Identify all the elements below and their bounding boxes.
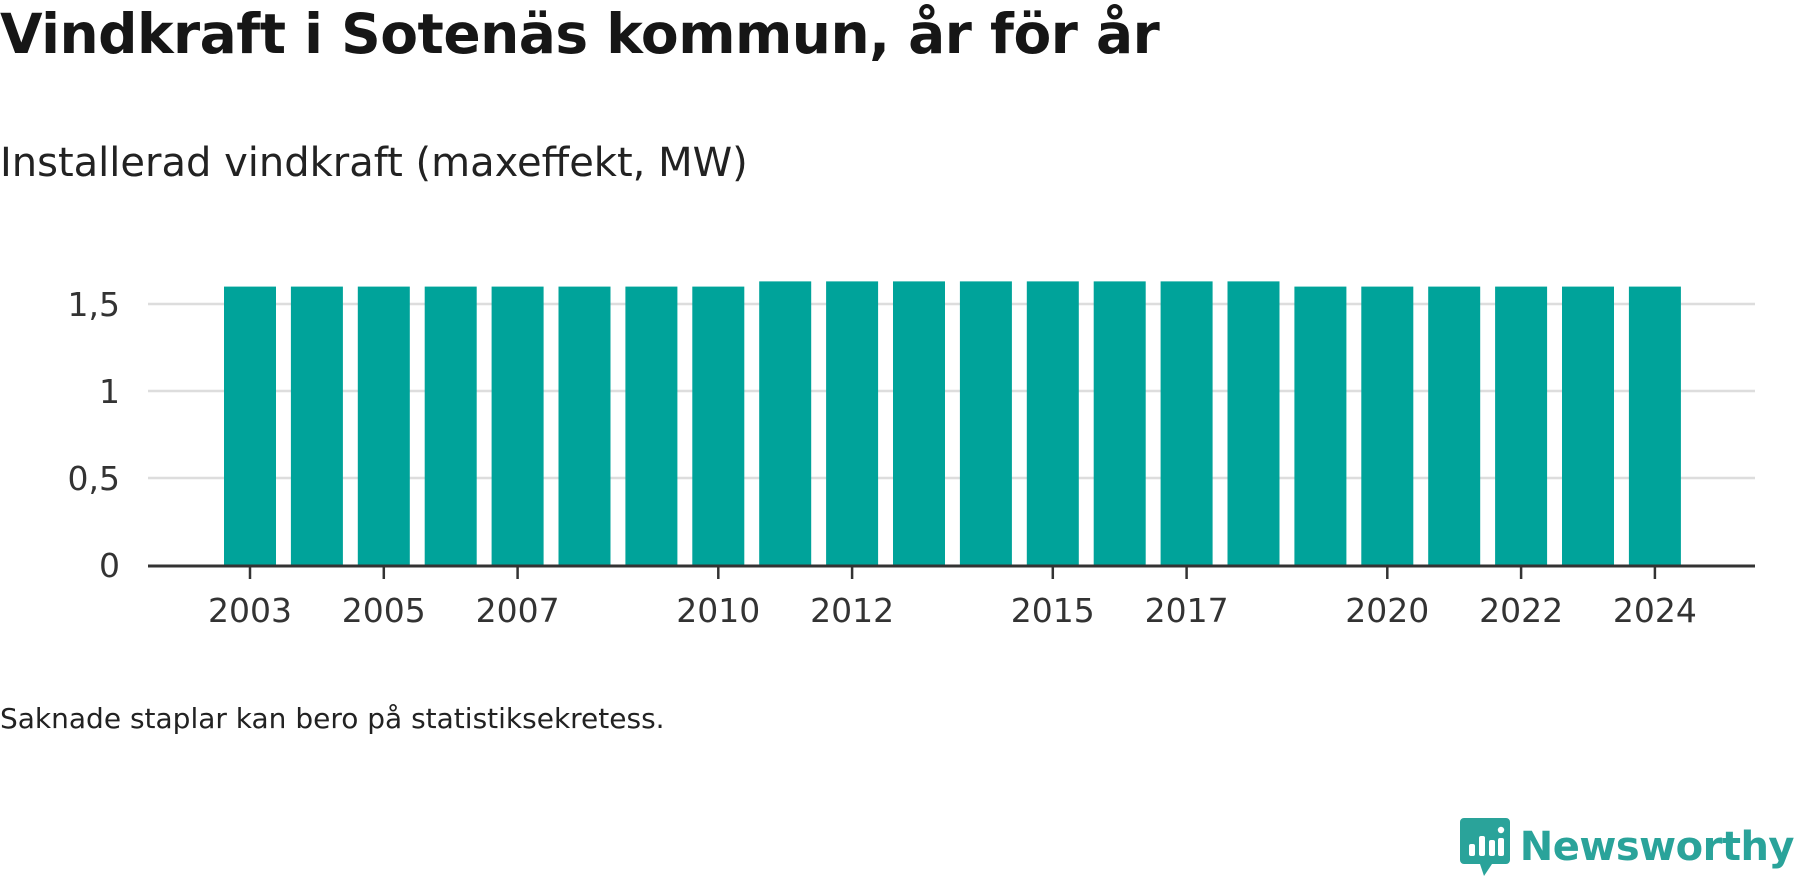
footnote: Saknade staplar kan bero på statistiksek…: [0, 702, 665, 735]
bar-chart: 2003 2005 2007 2010 2012 2015 2017 2020 2022 2024…: [68, 281, 1755, 630]
bar-2004[interactable]: [290, 286, 343, 565]
bar-2019[interactable]: [1294, 286, 1347, 565]
bar-2007[interactable]: [491, 286, 544, 565]
x-tick-label-2017: 2017: [1145, 591, 1229, 630]
bar-2017[interactable]: [1160, 281, 1213, 565]
chart-subtitle: Installerad vindkraft (maxeffekt, MW): [0, 140, 748, 186]
bar-2006[interactable]: [424, 286, 477, 565]
bar-2013[interactable]: [893, 281, 945, 565]
bar-2018[interactable]: [1227, 281, 1280, 565]
chart-title: Vindkraft i Sotenäs kommun, år för år: [0, 2, 1160, 66]
x-tick-label-2020: 2020: [1345, 591, 1429, 630]
x-tick-label-2005: 2005: [342, 591, 426, 630]
bars: [224, 281, 1681, 565]
bar-2021[interactable]: [1428, 286, 1481, 565]
x-tick-label-2003: 2003: [208, 591, 292, 630]
x-axis-ticks: 2003 2005 2007 2010 2012 2015 2017 2020 2022 2024: [208, 566, 1697, 630]
brand-name: Newsworthy: [1519, 824, 1795, 870]
bar-2005[interactable]: [357, 286, 410, 565]
bar-2020[interactable]: [1361, 286, 1414, 565]
bar-2015[interactable]: [1026, 281, 1079, 565]
brand-logo[interactable]: Newsworthy: [1459, 818, 1795, 876]
bar-2022[interactable]: [1495, 286, 1548, 565]
y-tick-label-2: 1: [99, 372, 120, 411]
bar-2008[interactable]: [558, 286, 611, 565]
speech-bubble-bar-chart-icon: [1459, 818, 1510, 876]
x-tick-label-2015: 2015: [1011, 591, 1095, 630]
y-tick-label-3: 1,5: [68, 285, 120, 324]
bar-2012[interactable]: [826, 281, 879, 565]
x-tick-label-2012: 2012: [810, 591, 894, 630]
bar-2024[interactable]: [1628, 286, 1681, 565]
y-tick-label-1: 0,5: [68, 459, 120, 498]
bar-2003[interactable]: [224, 286, 276, 565]
bar-2014[interactable]: [959, 281, 1012, 565]
bar-2009[interactable]: [625, 286, 678, 565]
y-axis-ticks: 0 0,5 1 1,5: [68, 285, 120, 585]
bar-2010[interactable]: [692, 286, 745, 565]
x-tick-label-2024: 2024: [1613, 591, 1697, 630]
bar-2023[interactable]: [1562, 286, 1614, 565]
bar-2011[interactable]: [759, 281, 812, 565]
bar-2016[interactable]: [1093, 281, 1146, 565]
x-tick-label-2022: 2022: [1479, 591, 1563, 630]
gridlines: [148, 302, 1755, 480]
x-tick-label-2007: 2007: [476, 591, 560, 630]
x-tick-label-2010: 2010: [676, 591, 760, 630]
y-tick-label-0: 0: [99, 546, 120, 585]
